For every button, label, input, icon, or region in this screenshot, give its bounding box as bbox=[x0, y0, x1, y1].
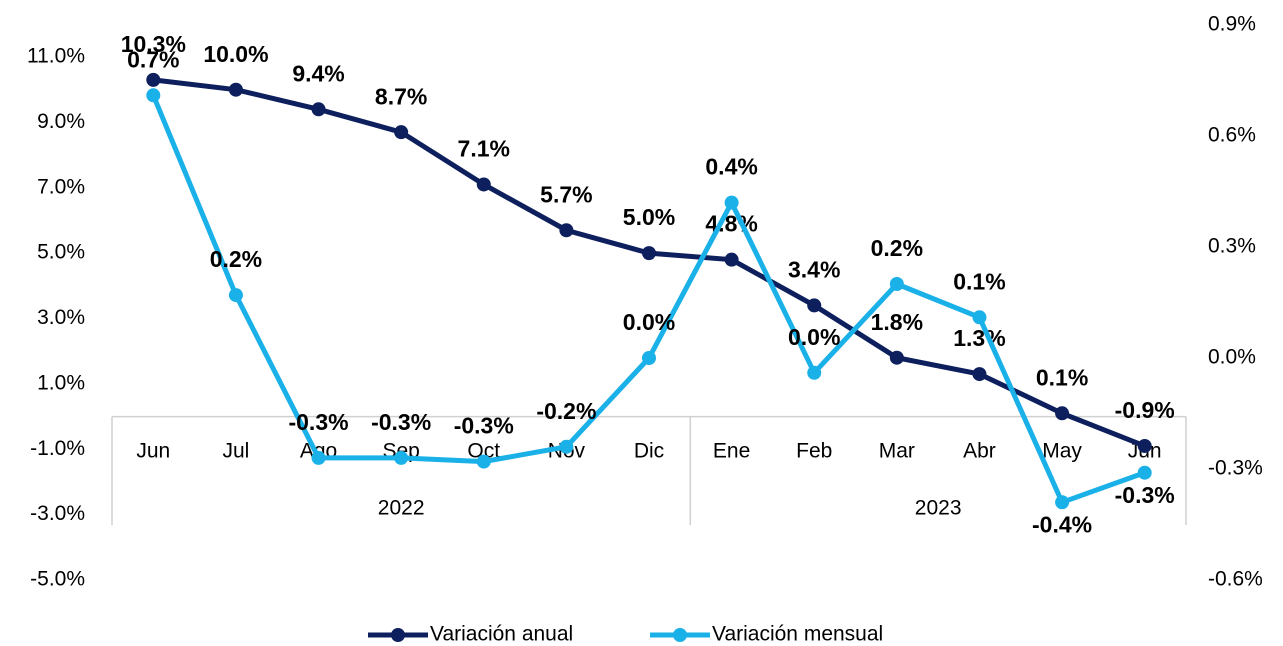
data-point bbox=[889, 350, 904, 365]
x-tick-label: Dic bbox=[634, 440, 664, 463]
y-tick-label: 5.0% bbox=[37, 241, 85, 264]
data-label: 0.2% bbox=[871, 235, 923, 261]
data-label: 0.2% bbox=[210, 246, 262, 272]
data-label: 0.0% bbox=[623, 309, 675, 335]
x-group-label: 2023 bbox=[915, 497, 962, 520]
x-tick-label: Mar bbox=[879, 440, 915, 463]
data-label: 1.3% bbox=[953, 325, 1005, 351]
y-tick-label: -5.0% bbox=[30, 568, 85, 591]
x-tick-label: Jul bbox=[222, 440, 249, 463]
data-point bbox=[972, 367, 987, 382]
data-label: -0.3% bbox=[1115, 482, 1175, 508]
data-point bbox=[228, 82, 243, 97]
data-label: 0.1% bbox=[1036, 364, 1088, 390]
data-label: -0.3% bbox=[288, 409, 348, 435]
data-label: -0.4% bbox=[1032, 511, 1092, 537]
data-point bbox=[1137, 465, 1152, 480]
data-point bbox=[311, 450, 326, 465]
data-point bbox=[642, 351, 656, 365]
data-point bbox=[724, 195, 739, 210]
data-point bbox=[889, 277, 904, 291]
data-label: 1.8% bbox=[871, 309, 923, 335]
data-label: 9.4% bbox=[292, 60, 344, 86]
data-point bbox=[559, 223, 574, 238]
data-point bbox=[146, 72, 161, 87]
y2-tick-label: 0.3% bbox=[1208, 235, 1256, 258]
x-tick-label: May bbox=[1042, 440, 1082, 463]
data-point bbox=[228, 288, 243, 303]
data-label: 8.7% bbox=[375, 83, 427, 109]
legend-marker bbox=[391, 628, 405, 642]
series-line bbox=[153, 77, 1146, 449]
y-tick-label: 7.0% bbox=[37, 175, 85, 198]
data-point bbox=[724, 252, 739, 267]
data-point bbox=[394, 450, 409, 465]
legend-marker bbox=[673, 628, 687, 642]
x-tick-label: Feb bbox=[796, 440, 832, 463]
y-tick-label: -3.0% bbox=[30, 502, 85, 525]
x-group-label: 2022 bbox=[378, 497, 425, 520]
data-label: 7.1% bbox=[458, 136, 510, 162]
x-tick-label: Oct bbox=[467, 440, 500, 463]
data-point bbox=[559, 439, 574, 454]
x-tick-label: Jun bbox=[136, 440, 170, 463]
legend-label: Variación anual bbox=[430, 623, 573, 646]
y2-tick-label: 0.6% bbox=[1208, 124, 1256, 147]
data-point bbox=[1055, 495, 1070, 510]
y2-tick-label: 0.0% bbox=[1208, 346, 1256, 369]
data-label: 0.7% bbox=[127, 46, 179, 72]
data-point bbox=[476, 454, 491, 469]
data-label: 10.3% bbox=[121, 31, 186, 57]
data-label: -0.9% bbox=[1115, 397, 1175, 423]
data-point bbox=[972, 310, 987, 325]
data-label: 0.1% bbox=[953, 268, 1005, 294]
data-label: 0.0% bbox=[788, 324, 840, 350]
data-point bbox=[394, 125, 409, 140]
data-label: -0.2% bbox=[536, 398, 596, 424]
y2-tick-label: -0.6% bbox=[1208, 568, 1263, 591]
data-point bbox=[476, 177, 491, 192]
data-label: 5.0% bbox=[623, 204, 675, 230]
x-tick-label: Ene bbox=[713, 440, 750, 463]
data-point bbox=[807, 365, 822, 380]
data-label: -0.3% bbox=[371, 409, 431, 435]
data-point bbox=[311, 102, 326, 117]
data-label: -0.3% bbox=[454, 413, 514, 439]
x-tick-label: Abr bbox=[963, 440, 996, 463]
data-label: 3.4% bbox=[788, 257, 840, 283]
data-point bbox=[1137, 438, 1152, 453]
y-tick-label: 11.0% bbox=[27, 45, 85, 68]
data-label: 0.4% bbox=[705, 154, 757, 180]
data-point bbox=[642, 246, 656, 261]
y-tick-label: 9.0% bbox=[37, 110, 85, 133]
y-tick-label: 1.0% bbox=[37, 371, 85, 394]
data-label: 5.7% bbox=[540, 181, 592, 207]
legend-label: Variación mensual bbox=[712, 623, 883, 646]
y-tick-label: 3.0% bbox=[37, 306, 85, 329]
data-label: 10.0% bbox=[203, 41, 268, 67]
data-point bbox=[807, 298, 822, 313]
data-point bbox=[146, 88, 161, 103]
y2-tick-label: -0.3% bbox=[1208, 457, 1263, 480]
data-point bbox=[1055, 406, 1070, 421]
y-tick-label: -1.0% bbox=[30, 437, 85, 460]
y2-tick-label: 0.9% bbox=[1208, 13, 1256, 36]
